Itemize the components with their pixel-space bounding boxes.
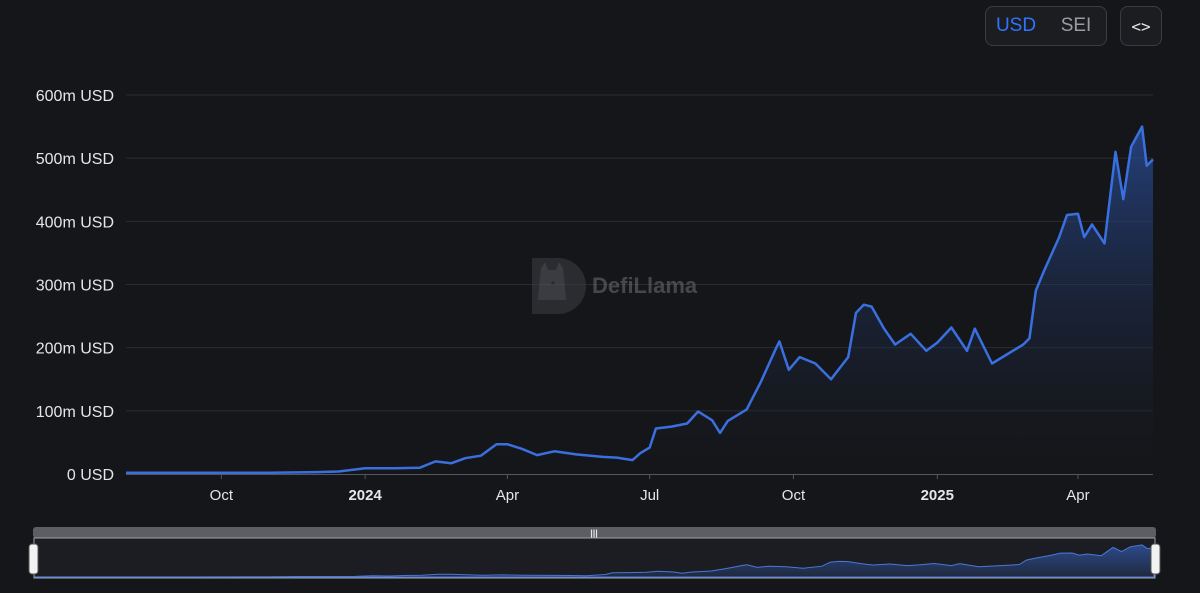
x-tick-label: Jul <box>640 487 659 504</box>
currency-toggle: USD SEI <box>985 6 1107 46</box>
x-axis: Oct 2024 Apr Jul Oct 2025 Apr <box>210 474 1090 504</box>
x-tick-label: Oct <box>782 487 806 504</box>
y-axis: 0 USD 100m USD 200m USD 300m USD 400m USD 500… <box>36 88 114 484</box>
x-tick-label: 2024 <box>348 487 382 504</box>
tvl-area <box>126 126 1153 474</box>
y-tick-label: 100m USD <box>36 404 114 421</box>
y-tick-label: 400m USD <box>36 214 114 231</box>
x-tick-label: 2025 <box>921 487 954 504</box>
x-tick-label: Oct <box>210 487 234 504</box>
y-tick-label: 300m USD <box>36 278 114 295</box>
defillama-logo-icon <box>532 258 586 314</box>
currency-option-usd[interactable]: USD <box>995 15 1037 36</box>
y-tick-label: 200m USD <box>36 341 114 358</box>
watermark-text: DefiLlama <box>592 273 698 298</box>
range-slider-track[interactable] <box>33 527 1156 538</box>
y-tick-label: 600m USD <box>36 88 114 105</box>
currency-option-sei[interactable]: SEI <box>1060 15 1092 36</box>
watermark: DefiLlama <box>532 258 698 314</box>
y-tick-label: 500m USD <box>36 151 114 168</box>
range-handle-right[interactable] <box>1150 543 1161 575</box>
tvl-line <box>126 125 1154 474</box>
range-slider: ||| <box>28 527 1161 579</box>
embed-code-button[interactable]: <> <box>1120 6 1162 46</box>
drag-grip-icon[interactable]: ||| <box>590 528 598 538</box>
x-tick-label: Apr <box>1066 487 1089 504</box>
y-tick-label: 0 USD <box>67 467 114 484</box>
range-handle-left[interactable] <box>28 543 39 575</box>
x-tick-label: Apr <box>496 487 519 504</box>
mini-chart-area <box>34 544 1155 578</box>
code-icon: <> <box>1131 16 1151 36</box>
